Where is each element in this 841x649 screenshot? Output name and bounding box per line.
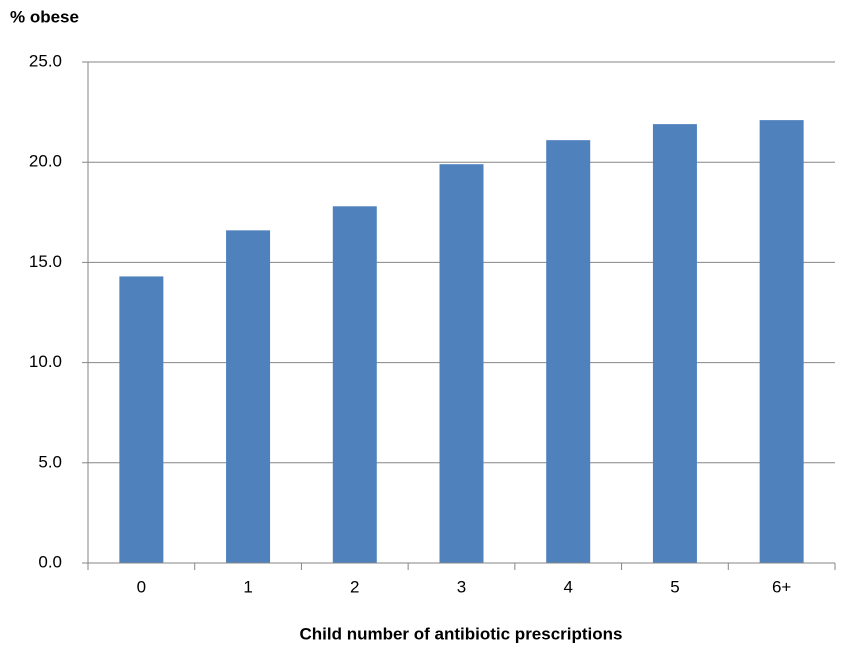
bar (226, 230, 271, 563)
x-tick-label: 3 (457, 577, 466, 596)
y-tick-label: 20.0 (29, 152, 62, 171)
bar (332, 206, 377, 563)
x-tick-label: 2 (350, 577, 359, 596)
chart-title: % obese (10, 7, 79, 26)
bar (759, 120, 804, 563)
x-axis-label: Child number of antibiotic prescriptions (299, 624, 622, 643)
y-tick-label: 0.0 (38, 552, 62, 571)
bar (439, 164, 484, 564)
y-tick-label: 15.0 (29, 252, 62, 271)
x-tick-label: 5 (670, 577, 679, 596)
x-tick-label: 6+ (772, 577, 791, 596)
x-tick-label: 0 (137, 577, 146, 596)
x-tick-label: 1 (243, 577, 252, 596)
x-tick-label: 4 (563, 577, 572, 596)
y-tick-label: 5.0 (38, 452, 62, 471)
bar (546, 140, 591, 563)
y-tick-label: 10.0 (29, 352, 62, 371)
bar (119, 276, 164, 563)
bar (652, 124, 697, 564)
y-tick-label: 25.0 (29, 51, 62, 70)
